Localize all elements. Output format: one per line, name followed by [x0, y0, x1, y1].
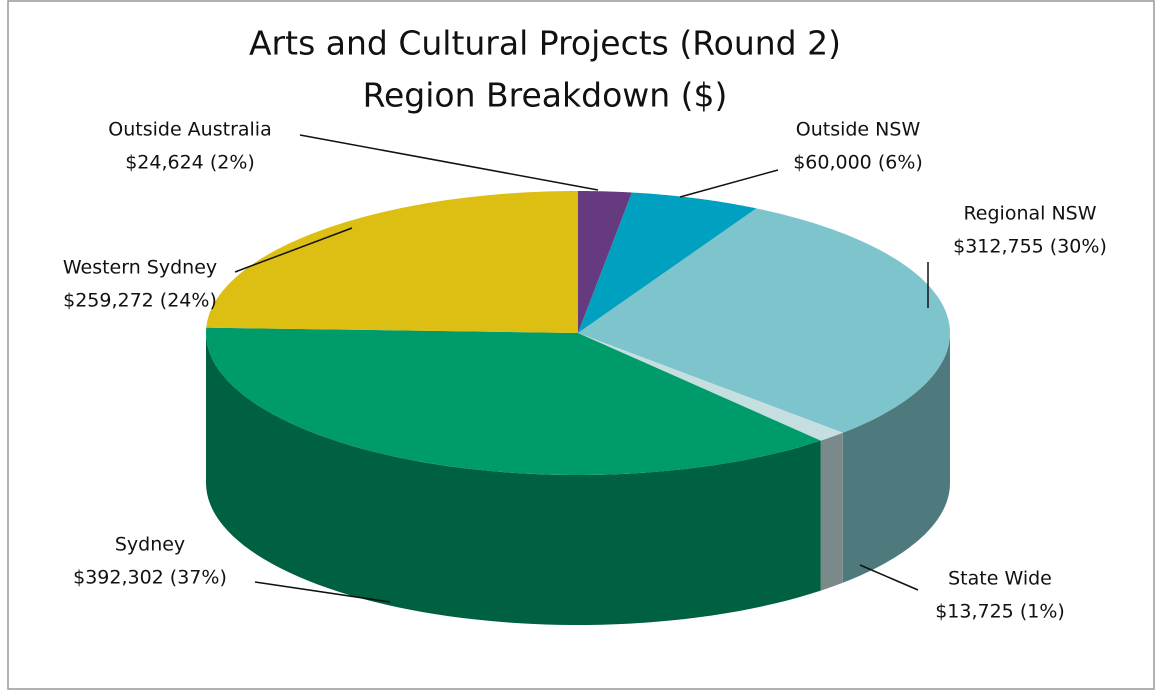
slice-top [578, 208, 950, 433]
data-label-value: $60,000 (6%) [793, 152, 923, 174]
leader-line [679, 169, 779, 198]
slice-side [820, 432, 843, 591]
data-label-name: Western Sydney [63, 257, 217, 279]
chart-title: Region Breakdown ($) [363, 76, 728, 115]
data-label-name: Outside NSW [796, 119, 921, 141]
data-label-name: Sydney [115, 534, 185, 556]
slice [206, 191, 578, 333]
slice [206, 327, 821, 625]
slice-top [206, 191, 578, 333]
slice-top [578, 333, 843, 441]
leader-line [299, 134, 599, 191]
data-label-name: State Wide [948, 568, 1052, 590]
leader-line [234, 227, 353, 273]
slice-top [206, 327, 821, 475]
slice-side [842, 333, 950, 583]
data-label-name: Regional NSW [963, 203, 1096, 225]
slice-top [578, 192, 757, 333]
chart-title: Arts and Cultural Projects (Round 2) [249, 24, 841, 63]
data-label-name: Outside Australia [108, 119, 271, 141]
data-label-value: $24,624 (2%) [125, 152, 255, 174]
slice-top [578, 191, 632, 333]
pie [206, 191, 950, 625]
data-label-value: $259,272 (24%) [63, 290, 217, 312]
leader-line [859, 564, 919, 591]
data-label-value: $392,302 (37%) [73, 567, 227, 589]
slice [578, 191, 632, 333]
data-label-value: $13,725 (1%) [935, 601, 1065, 623]
slice [578, 208, 950, 583]
labels: Outside Australia $24,624 (2%) Outside NSW… [63, 119, 1107, 623]
data-label-value: $312,755 (30%) [953, 236, 1107, 258]
slice-side [206, 333, 821, 625]
leader-line [254, 581, 391, 603]
slice [578, 192, 757, 333]
slice [578, 333, 843, 591]
